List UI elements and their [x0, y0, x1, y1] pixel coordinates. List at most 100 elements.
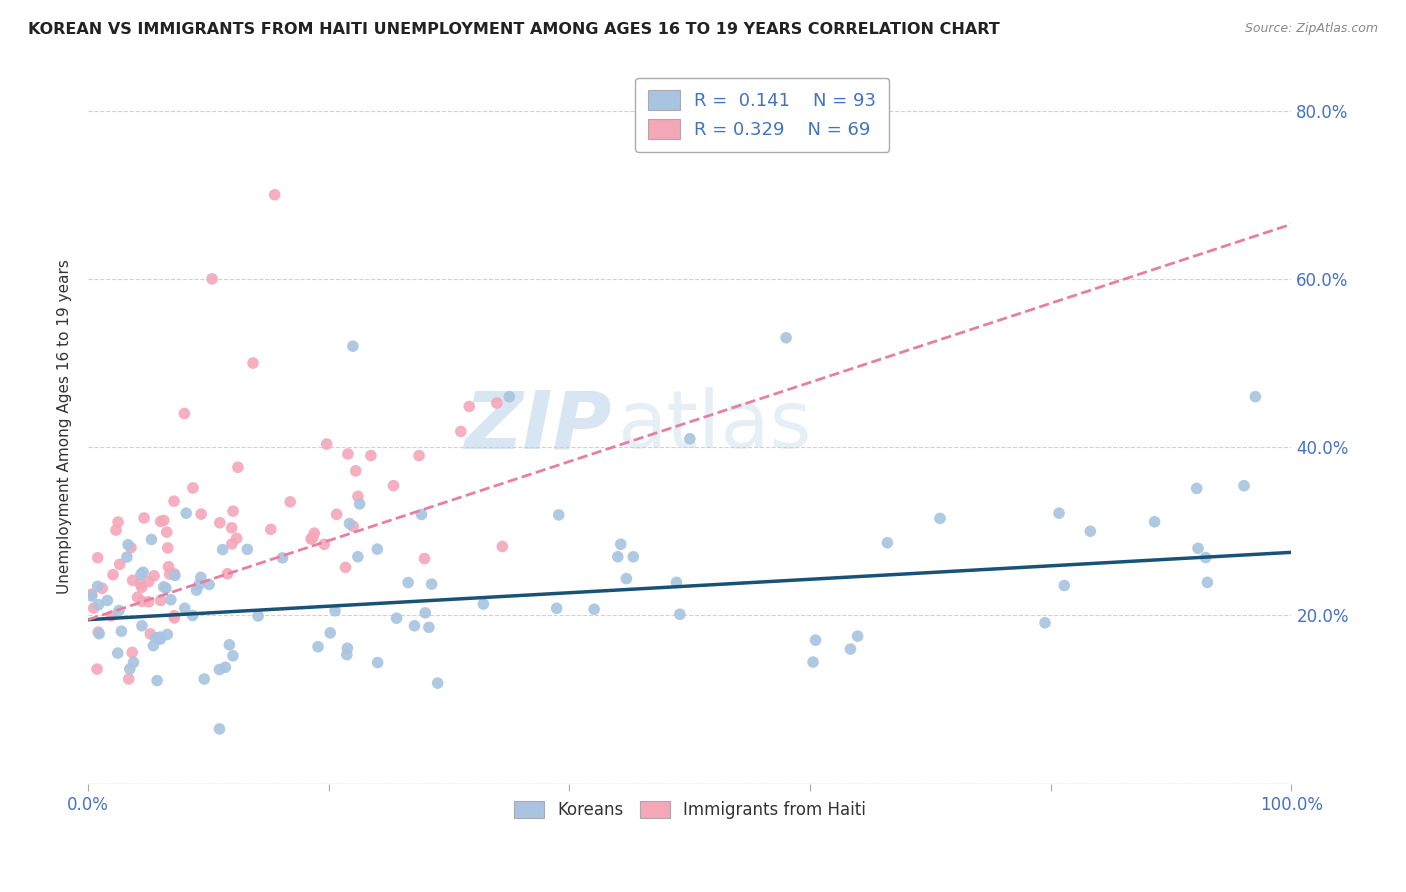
Point — [118, 672, 141, 686]
Point — [110, 624, 132, 639]
Point — [491, 540, 513, 554]
Point — [115, 550, 138, 565]
Point — [1244, 390, 1267, 404]
Point — [304, 526, 326, 541]
Point — [307, 640, 329, 654]
Point — [107, 515, 129, 529]
Point — [108, 558, 131, 572]
Point — [222, 648, 245, 663]
Point — [149, 515, 172, 529]
Point — [385, 611, 408, 625]
Point — [336, 648, 359, 662]
Point — [181, 608, 204, 623]
Text: KOREAN VS IMMIGRANTS FROM HAITI UNEMPLOYMENT AMONG AGES 16 TO 19 YEARS CORRELATI: KOREAN VS IMMIGRANTS FROM HAITI UNEMPLOY… — [28, 22, 1000, 37]
Point — [278, 495, 301, 509]
Point — [138, 595, 160, 609]
Point — [131, 580, 153, 594]
Point — [225, 532, 247, 546]
Point — [775, 331, 797, 345]
Point — [606, 549, 628, 564]
Point — [1197, 575, 1219, 590]
Point — [132, 565, 155, 579]
Point — [105, 523, 128, 537]
Point — [149, 630, 172, 644]
Point — [193, 672, 215, 686]
Point — [218, 638, 240, 652]
Point — [148, 632, 170, 646]
Point — [450, 425, 472, 439]
Point — [101, 567, 124, 582]
Point — [1187, 541, 1209, 556]
Point — [546, 601, 568, 615]
Point — [156, 541, 179, 555]
Point — [408, 449, 430, 463]
Point — [1233, 479, 1256, 493]
Point — [121, 574, 143, 588]
Point — [314, 537, 336, 551]
Point — [156, 525, 179, 540]
Point — [349, 497, 371, 511]
Point — [163, 568, 186, 582]
Point — [271, 550, 294, 565]
Point — [149, 632, 172, 646]
Point — [382, 478, 405, 492]
Point — [120, 541, 142, 555]
Point — [221, 537, 243, 551]
Point — [138, 574, 160, 589]
Point — [804, 633, 827, 648]
Text: Source: ZipAtlas.com: Source: ZipAtlas.com — [1244, 22, 1378, 36]
Point — [472, 597, 495, 611]
Point — [149, 593, 172, 607]
Point — [139, 627, 162, 641]
Point — [208, 722, 231, 736]
Point — [86, 550, 108, 565]
Point — [143, 568, 166, 582]
Point — [131, 594, 153, 608]
Point — [163, 611, 186, 625]
Point — [335, 560, 357, 574]
Point — [236, 542, 259, 557]
Point — [344, 464, 367, 478]
Point — [91, 582, 114, 596]
Point — [1078, 524, 1101, 539]
Point — [129, 567, 152, 582]
Point — [413, 606, 436, 620]
Point — [117, 538, 139, 552]
Point — [669, 607, 692, 622]
Point — [152, 580, 174, 594]
Point — [100, 608, 122, 623]
Y-axis label: Unemployment Among Ages 16 to 19 years: Unemployment Among Ages 16 to 19 years — [58, 259, 72, 593]
Point — [163, 608, 186, 623]
Point — [339, 516, 361, 531]
Point — [315, 437, 337, 451]
Point — [174, 506, 197, 520]
Point — [1047, 506, 1070, 520]
Point — [342, 339, 364, 353]
Point — [299, 532, 322, 546]
Point — [1195, 550, 1218, 565]
Point — [420, 577, 443, 591]
Point — [181, 481, 204, 495]
Point — [1033, 615, 1056, 630]
Point — [129, 577, 152, 591]
Point — [404, 619, 426, 633]
Point — [458, 400, 481, 414]
Point — [118, 662, 141, 676]
Point — [347, 549, 370, 564]
Point — [360, 449, 382, 463]
Point — [127, 590, 149, 604]
Point — [342, 519, 364, 533]
Point — [221, 521, 243, 535]
Point — [87, 598, 110, 612]
Point — [411, 508, 433, 522]
Text: ZIP: ZIP — [464, 387, 612, 465]
Point — [86, 662, 108, 676]
Point — [263, 187, 285, 202]
Point — [260, 522, 283, 536]
Point — [87, 625, 110, 640]
Point — [426, 676, 449, 690]
Point — [616, 572, 638, 586]
Point — [155, 581, 177, 595]
Point — [366, 542, 388, 557]
Point — [222, 504, 245, 518]
